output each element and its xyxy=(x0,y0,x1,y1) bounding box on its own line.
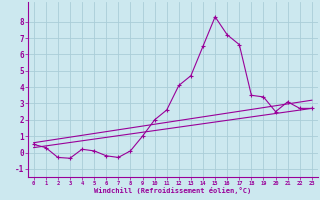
X-axis label: Windchill (Refroidissement éolien,°C): Windchill (Refroidissement éolien,°C) xyxy=(94,187,252,194)
